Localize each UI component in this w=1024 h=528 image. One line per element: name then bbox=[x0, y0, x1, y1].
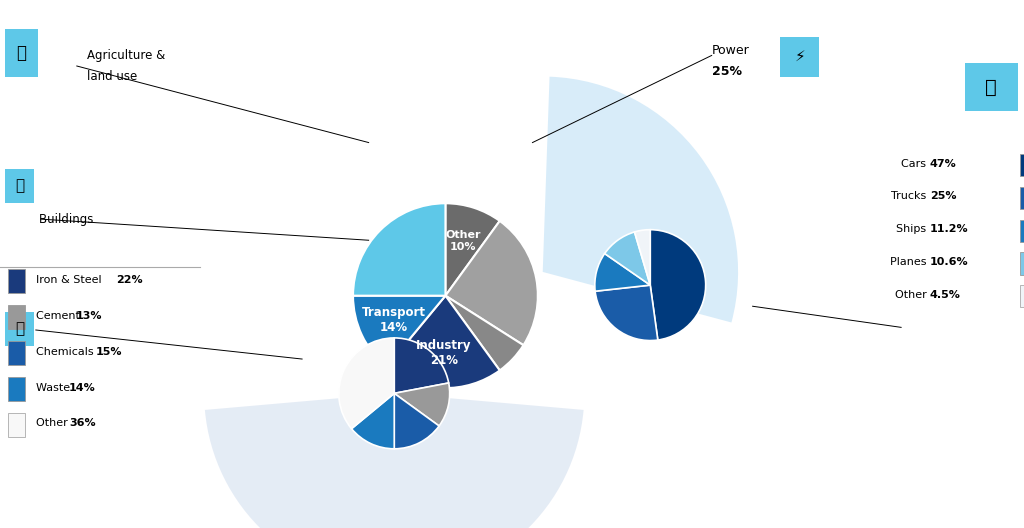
Text: Power: Power bbox=[712, 44, 750, 56]
Text: Chemicals: Chemicals bbox=[36, 347, 97, 356]
Bar bbox=[8, 377, 25, 401]
Bar bbox=[8, 413, 25, 437]
Text: land use: land use bbox=[87, 70, 141, 83]
Text: Other: Other bbox=[36, 419, 71, 428]
Bar bbox=[1020, 252, 1024, 275]
Text: Agriculture &: Agriculture & bbox=[87, 49, 165, 62]
Text: 4.5%: 4.5% bbox=[930, 290, 961, 299]
Text: 25%: 25% bbox=[930, 192, 956, 201]
Text: 47%: 47% bbox=[930, 159, 956, 168]
Text: Ships: Ships bbox=[896, 224, 930, 234]
Bar bbox=[8, 269, 25, 293]
Text: 36%: 36% bbox=[70, 419, 96, 428]
Wedge shape bbox=[595, 253, 650, 291]
Wedge shape bbox=[445, 221, 538, 345]
Wedge shape bbox=[445, 203, 500, 296]
Text: 🏭: 🏭 bbox=[15, 321, 24, 336]
FancyBboxPatch shape bbox=[780, 37, 819, 77]
Wedge shape bbox=[635, 230, 650, 285]
Text: 🏢: 🏢 bbox=[15, 178, 24, 193]
Wedge shape bbox=[394, 338, 449, 393]
Wedge shape bbox=[339, 338, 394, 429]
FancyBboxPatch shape bbox=[965, 63, 1018, 111]
Wedge shape bbox=[394, 393, 439, 449]
Text: 🚜: 🚜 bbox=[16, 44, 27, 62]
Text: Cars: Cars bbox=[901, 159, 930, 168]
Text: Iron & Steel: Iron & Steel bbox=[36, 275, 105, 285]
Text: Industry
21%: Industry 21% bbox=[416, 339, 471, 367]
Text: Trucks: Trucks bbox=[891, 192, 930, 201]
Wedge shape bbox=[351, 393, 394, 449]
Wedge shape bbox=[445, 296, 523, 371]
Text: 13%: 13% bbox=[76, 311, 102, 320]
Text: Transport
14%: Transport 14% bbox=[361, 306, 426, 334]
Wedge shape bbox=[543, 77, 738, 323]
FancyBboxPatch shape bbox=[5, 312, 34, 346]
Wedge shape bbox=[394, 383, 450, 426]
Text: Planes: Planes bbox=[890, 257, 930, 267]
Wedge shape bbox=[595, 285, 657, 341]
Text: Other: Other bbox=[895, 290, 930, 299]
Text: 10.6%: 10.6% bbox=[930, 257, 969, 267]
Bar bbox=[8, 341, 25, 365]
Bar bbox=[1020, 220, 1024, 242]
Text: Waste: Waste bbox=[36, 383, 74, 392]
Text: 15%: 15% bbox=[96, 347, 122, 356]
Text: 11.2%: 11.2% bbox=[930, 224, 969, 234]
Bar bbox=[8, 305, 25, 329]
Wedge shape bbox=[604, 232, 650, 285]
Wedge shape bbox=[353, 203, 445, 296]
Bar bbox=[1020, 285, 1024, 307]
FancyBboxPatch shape bbox=[5, 29, 38, 77]
Text: 14%: 14% bbox=[70, 383, 96, 392]
Text: 22%: 22% bbox=[116, 275, 142, 285]
Bar bbox=[1020, 154, 1024, 176]
Text: Other
10%: Other 10% bbox=[445, 230, 481, 252]
Text: 25%: 25% bbox=[712, 65, 741, 78]
Text: ⚡: ⚡ bbox=[795, 49, 805, 64]
Bar bbox=[1020, 187, 1024, 209]
Text: 🚗: 🚗 bbox=[985, 78, 997, 97]
Wedge shape bbox=[386, 296, 500, 388]
FancyBboxPatch shape bbox=[5, 169, 34, 203]
Wedge shape bbox=[205, 393, 584, 528]
Text: Cement: Cement bbox=[36, 311, 83, 320]
Wedge shape bbox=[650, 230, 706, 340]
Wedge shape bbox=[353, 296, 445, 367]
Text: Buildings: Buildings bbox=[39, 213, 97, 225]
